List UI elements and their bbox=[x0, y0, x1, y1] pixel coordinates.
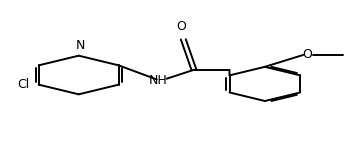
Text: O: O bbox=[177, 20, 187, 33]
Text: NH: NH bbox=[149, 74, 168, 87]
Text: Cl: Cl bbox=[18, 78, 30, 91]
Text: N: N bbox=[76, 39, 85, 52]
Text: O: O bbox=[303, 48, 312, 62]
